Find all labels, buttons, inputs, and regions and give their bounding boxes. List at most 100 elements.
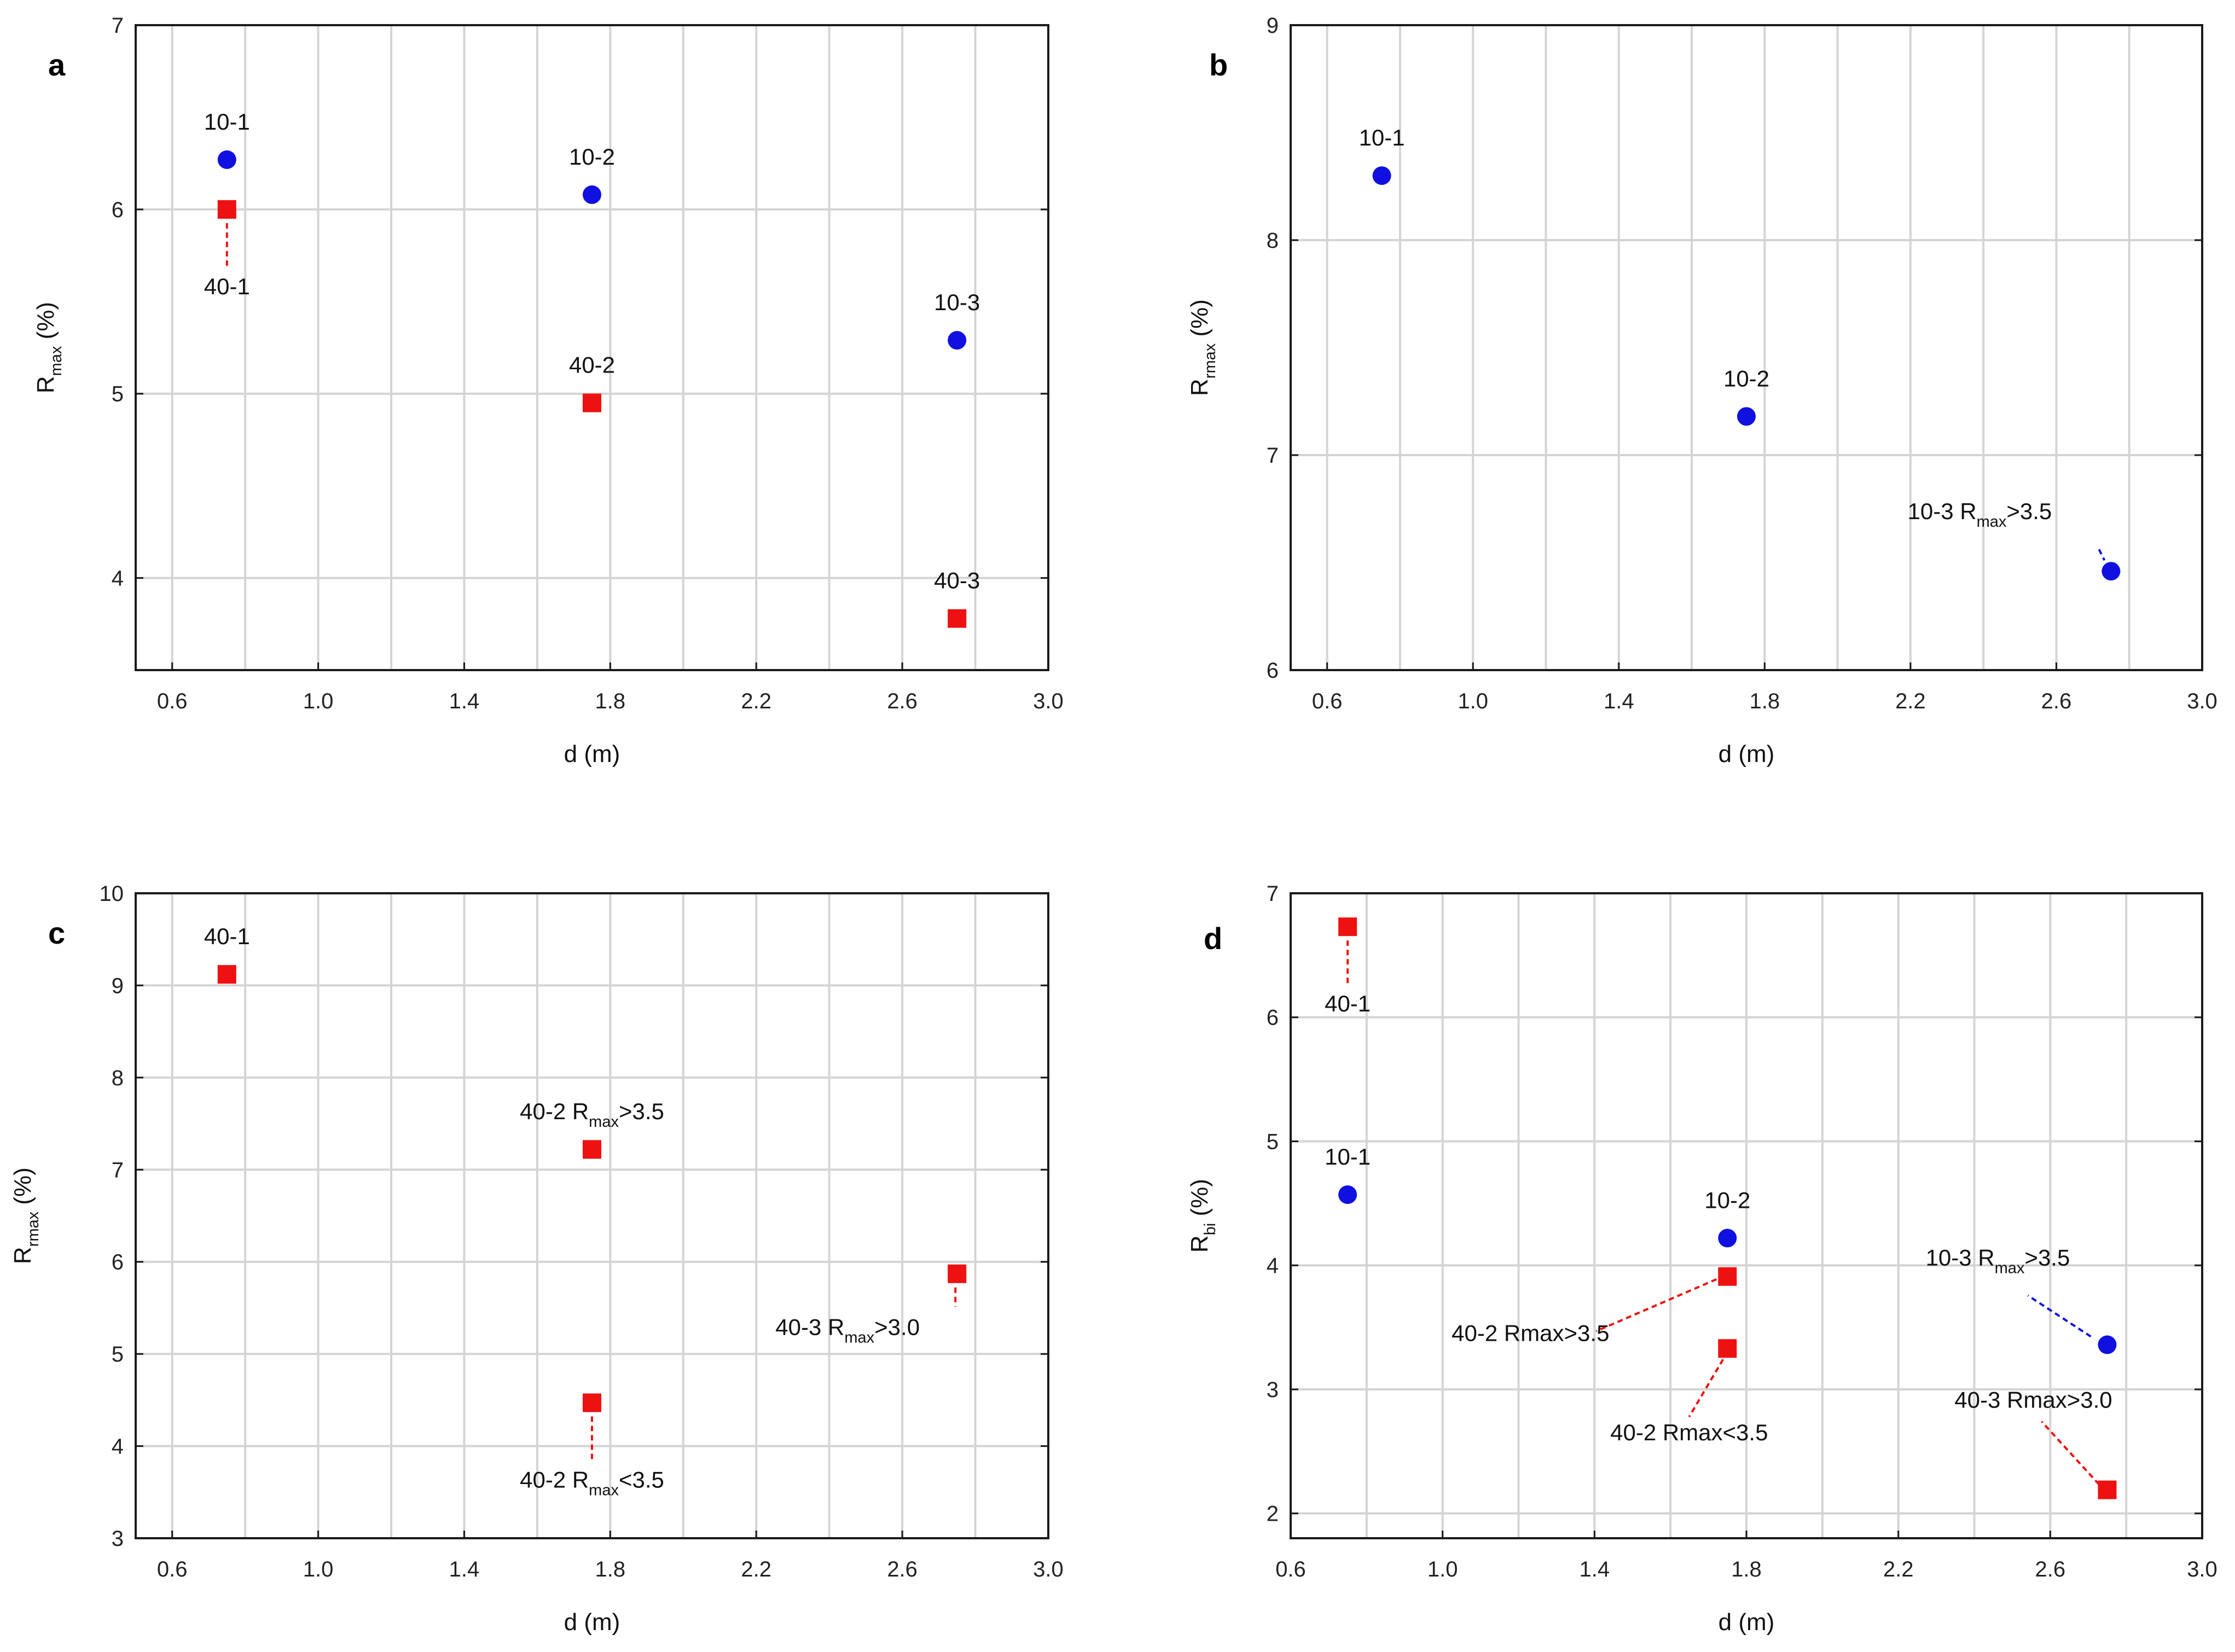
x-tick-label: 3.0 xyxy=(2187,689,2217,713)
point-label: 10-3 xyxy=(934,289,980,315)
x-tick-label: 1.8 xyxy=(1731,1557,1762,1581)
plot-frame xyxy=(135,24,1049,671)
y-tick-label: 6 xyxy=(1267,659,1279,683)
x-tick-label: 3.0 xyxy=(1033,689,1064,713)
point-40-2 xyxy=(1718,1339,1737,1358)
label-leader-line xyxy=(2027,1294,2092,1337)
point-40-3 xyxy=(948,1264,967,1283)
x-tick-label: 1.8 xyxy=(595,689,626,713)
y-axis-label: Rmax (%) xyxy=(32,302,65,393)
y-axis-label: Rrmax (%) xyxy=(9,1167,42,1264)
point-40-2 xyxy=(1718,1267,1737,1286)
label-leader-line xyxy=(2040,1421,2100,1485)
y-tick-label: 6 xyxy=(112,198,124,222)
y-tick-label: 5 xyxy=(1267,1130,1279,1154)
x-axis-label: d (m) xyxy=(1719,741,1775,767)
y-axis-label-text: Rrmax (%) xyxy=(1186,299,1219,396)
y-tick-label: 7 xyxy=(112,14,124,38)
y-tick-label: 5 xyxy=(112,1342,124,1366)
x-tick-label: 1.8 xyxy=(595,1557,626,1581)
y-tick-label: 9 xyxy=(1267,14,1279,38)
point-10-2 xyxy=(1737,407,1756,426)
point-10-1 xyxy=(217,150,236,169)
y-tick-label: 8 xyxy=(1267,229,1279,253)
plot-frame xyxy=(1290,24,2203,671)
x-tick-label: 2.6 xyxy=(887,1557,918,1581)
x-axis-label: d (m) xyxy=(1719,1609,1775,1636)
point-label: 40-3 Rmax>3.0 xyxy=(775,1314,920,1347)
y-tick-label: 7 xyxy=(1267,444,1279,468)
point-10-2 xyxy=(1718,1229,1737,1248)
point-label: 10-2 xyxy=(569,144,615,170)
point-40-2 xyxy=(583,1393,601,1412)
point-label: 40-2 xyxy=(569,352,615,378)
x-tick-label: 2.6 xyxy=(887,689,918,713)
y-tick-label: 6 xyxy=(112,1250,124,1275)
point-label: 40-3 Rmax>3.0 xyxy=(1954,1387,2112,1413)
x-tick-label: 3.0 xyxy=(2187,1557,2217,1581)
plot-frame xyxy=(135,892,1049,1539)
x-axis-label: d (m) xyxy=(564,1609,620,1636)
point-40-1 xyxy=(217,200,236,219)
x-tick-label: 2.2 xyxy=(1883,1557,1914,1581)
point-label: 40-1 xyxy=(1325,991,1371,1016)
y-axis-label: Rbi (%) xyxy=(1186,1179,1219,1253)
point-40-2 xyxy=(583,393,601,412)
x-tick-label: 1.0 xyxy=(1458,689,1488,713)
point-label: 40-2 Rmax<3.5 xyxy=(520,1467,664,1499)
point-10-3 xyxy=(948,331,967,350)
x-tick-label: 2.2 xyxy=(741,1557,771,1581)
point-40-3 xyxy=(2098,1480,2117,1499)
point-40-3 xyxy=(948,609,967,628)
x-tick-label: 0.6 xyxy=(157,1557,188,1581)
point-40-1 xyxy=(1338,917,1357,936)
point-label: 40-3 xyxy=(934,568,980,594)
point-label: 10-2 xyxy=(1723,365,1769,391)
y-tick-label: 5 xyxy=(112,382,124,406)
y-axis-label-text: Rmax (%) xyxy=(32,302,65,393)
x-tick-label: 1.4 xyxy=(449,1557,480,1581)
x-tick-label: 1.4 xyxy=(1580,1557,1610,1581)
y-axis-label-text: Rbi (%) xyxy=(1186,1179,1219,1253)
y-axis-label-text: Rrmax (%) xyxy=(9,1167,42,1264)
y-tick-label: 2 xyxy=(1267,1502,1279,1526)
point-label: 40-2 Rmax>3.5 xyxy=(1452,1321,1609,1346)
point-40-2 xyxy=(583,1140,601,1159)
y-tick-label: 9 xyxy=(112,974,124,998)
y-tick-label: 4 xyxy=(112,567,124,591)
panel-letter: d xyxy=(1204,921,1222,956)
x-tick-label: 2.6 xyxy=(2041,689,2072,713)
x-tick-label: 0.6 xyxy=(1275,1557,1306,1581)
x-tick-label: 2.6 xyxy=(2035,1557,2066,1581)
point-label: 40-2 Rmax<3.5 xyxy=(1610,1420,1768,1445)
point-label: 10-1 xyxy=(204,109,250,135)
y-tick-label: 4 xyxy=(112,1435,124,1459)
point-40-1 xyxy=(217,965,236,984)
panel-a: 0.6 1.0 1.4 1.8 2.2 2.6 3.0 4 5 6 7 a d (m) Rmax (%) 1… xyxy=(32,14,1064,767)
x-tick-label: 0.6 xyxy=(157,689,188,713)
y-tick-label: 8 xyxy=(112,1066,124,1090)
point-label: 40-2 Rmax>3.5 xyxy=(520,1098,664,1131)
panel-letter: c xyxy=(48,916,65,950)
point-label: 10-1 xyxy=(1325,1144,1371,1170)
x-tick-label: 3.0 xyxy=(1033,1557,1064,1581)
label-leader-line xyxy=(1688,1359,1725,1418)
x-tick-label: 1.0 xyxy=(1427,1557,1458,1581)
y-tick-label: 4 xyxy=(1267,1254,1279,1278)
point-label: 10-1 xyxy=(1359,125,1405,150)
x-tick-label: 1.4 xyxy=(1604,689,1634,713)
panel-letter: a xyxy=(48,48,66,82)
point-label: 10-2 xyxy=(1704,1187,1750,1213)
panel-d: 0.6 1.0 1.4 1.8 2.2 2.6 3.0 2 3 4 5 6 7 d d (m) Rbi (%)… xyxy=(1186,882,2217,1636)
point-10-1 xyxy=(1372,166,1391,185)
label-leader-line xyxy=(2098,549,2106,561)
panel-letter: b xyxy=(1209,48,1228,82)
y-tick-label: 7 xyxy=(1267,882,1279,906)
point-label: 10-3 Rmax>3.5 xyxy=(1926,1244,2070,1277)
panel-c: 0.6 1.0 1.4 1.8 2.2 2.6 3.0 3 4 5 6 7 8 9 10 c d (m) Rrma… xyxy=(9,882,1064,1636)
x-tick-label: 2.2 xyxy=(741,689,771,713)
x-tick-label: 1.0 xyxy=(303,1557,334,1581)
y-tick-label: 10 xyxy=(100,882,124,906)
x-tick-label: 0.6 xyxy=(1312,689,1343,713)
